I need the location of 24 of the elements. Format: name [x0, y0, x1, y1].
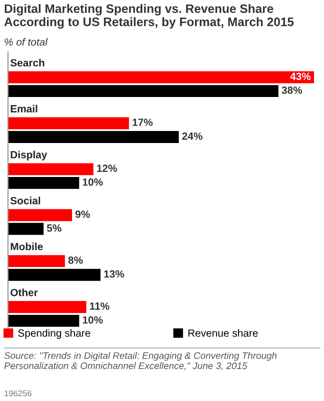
y-tick-label: Other [10, 288, 38, 296]
data-label: 10% [82, 316, 103, 324]
data-label: 8% [68, 256, 83, 264]
legend-label: Revenue share [188, 329, 258, 337]
legend-label: Spending share [18, 329, 90, 339]
chart-title: Digital Marketing Spending vs. Revenue Share According to US Retailers, by Format, March 2015 [4, 4, 294, 29]
source-note: Source: "Trends in Digital Retail: Engaging & Converting Through Personalization & Omnichannel Excellence," June 3, 2015 [4, 352, 277, 370]
data-label: 5% [46, 224, 62, 232]
data-label: 43% [290, 72, 311, 80]
data-label: 11% [90, 302, 110, 310]
data-label: 9% [75, 210, 90, 218]
chart-subtitle: % of total [4, 38, 48, 46]
data-label: 24% [182, 132, 202, 140]
data-label: 13% [104, 270, 124, 278]
y-tick-label: Mobile [10, 242, 43, 250]
y-tick-label: Email [10, 104, 38, 112]
data-label: 17% [132, 118, 153, 126]
data-label: 12% [97, 164, 118, 172]
y-tick-label: Search [10, 58, 44, 66]
y-tick-label: Social [10, 196, 40, 204]
y-tick-label: Display [10, 150, 48, 160]
data-label: 38% [282, 86, 302, 94]
data-label: 10% [82, 178, 103, 186]
text: 196256 [4, 390, 32, 396]
